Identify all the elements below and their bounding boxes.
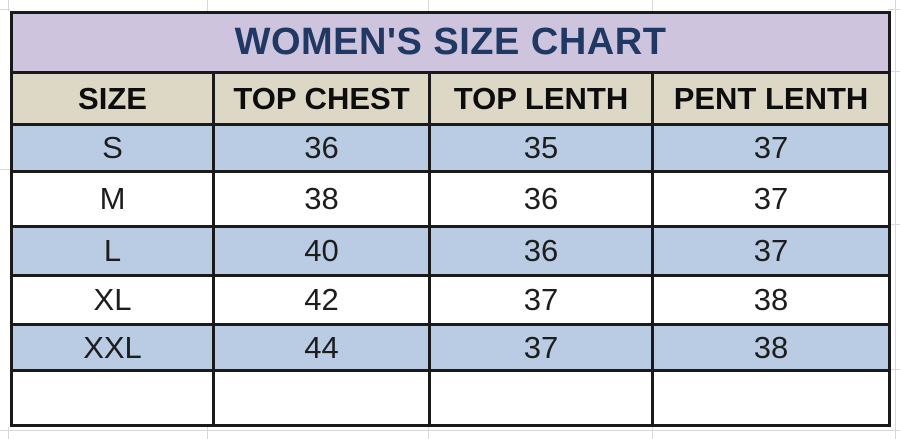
row-label-cell: M bbox=[10, 170, 215, 228]
table-row-empty bbox=[10, 369, 891, 427]
table-title-row: WOMEN'S SIZE CHART bbox=[10, 11, 891, 74]
gridline bbox=[428, 427, 429, 439]
table-cell: 36 bbox=[428, 225, 654, 277]
column-header-pent-lenth: PENT LENTH bbox=[651, 71, 891, 126]
table-cell: 44 bbox=[212, 323, 431, 372]
table-cell: 37 bbox=[651, 225, 891, 277]
gridline bbox=[888, 224, 900, 225]
gridline bbox=[888, 369, 900, 370]
gridline bbox=[207, 0, 208, 11]
gridline bbox=[652, 0, 653, 11]
row-label-cell: XL bbox=[10, 274, 215, 326]
gridline bbox=[8, 0, 9, 11]
table-row: XL 42 37 38 bbox=[10, 274, 891, 326]
table-cell: 38 bbox=[212, 170, 431, 228]
column-header-size: SIZE bbox=[10, 71, 215, 126]
table-cell: 42 bbox=[212, 274, 431, 326]
gridline bbox=[888, 9, 900, 10]
table-cell: 35 bbox=[428, 123, 654, 173]
gridline bbox=[895, 0, 896, 439]
table-cell: 36 bbox=[212, 123, 431, 173]
gridline bbox=[0, 430, 900, 431]
table-cell: 37 bbox=[428, 274, 654, 326]
table-header-row: SIZE TOP CHEST TOP LENTH PENT LENTH bbox=[10, 71, 891, 126]
column-header-top-chest: TOP CHEST bbox=[212, 71, 431, 126]
table-row: XXL 44 37 38 bbox=[10, 323, 891, 372]
table-title: WOMEN'S SIZE CHART bbox=[10, 11, 891, 74]
table-row: S 36 35 37 bbox=[10, 123, 891, 173]
row-label-cell: S bbox=[10, 123, 215, 173]
table-cell: 37 bbox=[428, 323, 654, 372]
gridline bbox=[0, 9, 10, 10]
row-label-cell: XXL bbox=[10, 323, 215, 372]
table-row: M 38 36 37 bbox=[10, 170, 891, 228]
table-cell: 37 bbox=[651, 170, 891, 228]
table-row: L 40 36 37 bbox=[10, 225, 891, 277]
table-cell: 37 bbox=[651, 123, 891, 173]
row-label-cell bbox=[10, 369, 215, 427]
table-cell bbox=[212, 369, 431, 427]
table-cell: 40 bbox=[212, 225, 431, 277]
gridline bbox=[888, 71, 900, 72]
table-cell bbox=[428, 369, 654, 427]
gridline bbox=[0, 169, 10, 170]
table-cell bbox=[651, 369, 891, 427]
gridline bbox=[207, 427, 208, 439]
table-cell: 38 bbox=[651, 274, 891, 326]
table-cell: 38 bbox=[651, 323, 891, 372]
table-cell: 36 bbox=[428, 170, 654, 228]
gridline bbox=[428, 0, 429, 11]
size-chart-table: WOMEN'S SIZE CHART SIZE TOP CHEST TOP LE… bbox=[10, 11, 891, 427]
gridline bbox=[8, 427, 9, 439]
gridline bbox=[652, 427, 653, 439]
row-label-cell: L bbox=[10, 225, 215, 277]
column-header-top-lenth: TOP LENTH bbox=[428, 71, 654, 126]
